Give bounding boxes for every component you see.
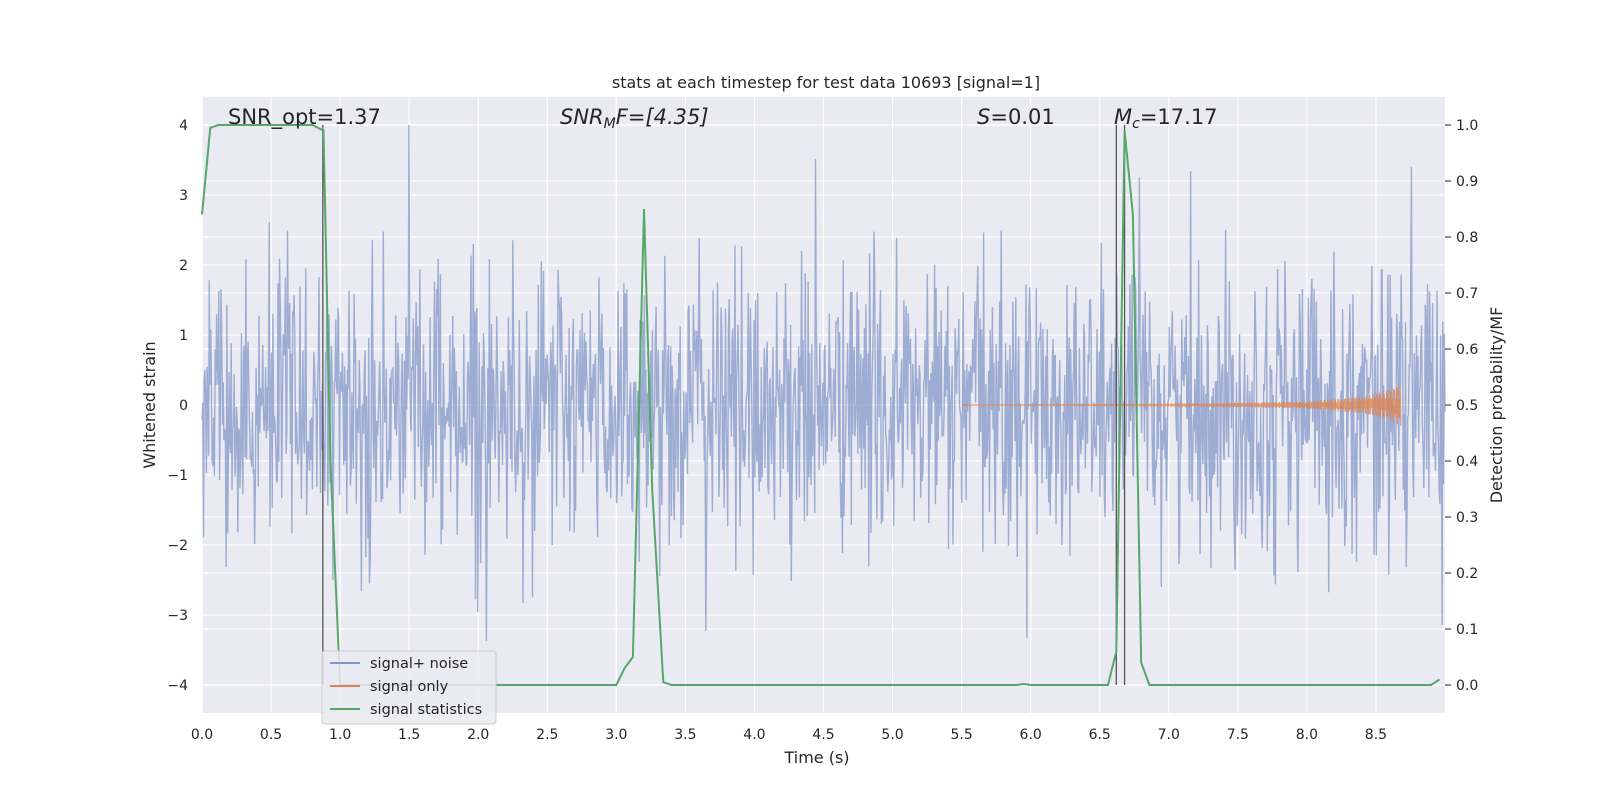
x-tick-label: 5.5 xyxy=(950,727,972,743)
annotation-snr-opt: SNR_opt=1.37 xyxy=(228,105,381,130)
x-tick-label: 1.5 xyxy=(398,727,420,743)
x-tick-label: 0.0 xyxy=(191,727,213,743)
x-tick-label: 7.5 xyxy=(1227,727,1249,743)
legend-label-signal: signal only xyxy=(370,679,449,695)
annotation-snr-mf: SNRMF=[4.35] xyxy=(560,105,709,132)
y2-tick-label: 0.3 xyxy=(1456,510,1478,526)
legend-box xyxy=(321,650,497,725)
y-tick-label: 2 xyxy=(179,258,188,274)
x-tick-label: 4.0 xyxy=(743,727,765,743)
signal-trace xyxy=(961,385,1402,427)
y-tick-label: 0 xyxy=(179,398,188,414)
annotation-mc: Mc=17.17 xyxy=(1114,105,1218,132)
y2-tick-label: 0.5 xyxy=(1456,398,1478,414)
y-tick-label: 1 xyxy=(179,328,188,344)
x-tick-label: 6.5 xyxy=(1089,727,1111,743)
x-tick-label: 3.5 xyxy=(674,727,696,743)
y-tick-label: −1 xyxy=(167,468,188,484)
legend-label-noise: signal+ noise xyxy=(370,656,468,672)
y-tick-labels: 4 3 2 1 0 −1 −2 −3 −4 xyxy=(167,118,188,694)
y-tick-label: 3 xyxy=(179,188,188,204)
y2-tick-label: 1.0 xyxy=(1456,118,1478,134)
x-tick-label: 1.0 xyxy=(329,727,351,743)
x-tick-label: 6.0 xyxy=(1020,727,1042,743)
y2-axis-label: Detection probability/MF xyxy=(1487,307,1506,504)
x-tick-label: 7.0 xyxy=(1158,727,1180,743)
y-tick-label: −2 xyxy=(167,538,188,554)
x-axis-label: Time (s) xyxy=(783,748,849,767)
statistics-line xyxy=(201,124,1441,686)
y2-tick-label: 0.0 xyxy=(1456,678,1478,694)
y-tick-label: 4 xyxy=(179,118,188,134)
series-signal-statistics xyxy=(201,124,1441,686)
y2-tick-label: 0.1 xyxy=(1456,622,1478,638)
x-tick-label: 2.5 xyxy=(536,727,558,743)
series-signal-only xyxy=(961,385,1402,427)
noise-trace xyxy=(201,124,1446,642)
x-tick-label: 2.0 xyxy=(467,727,489,743)
x-tick-label: 8.0 xyxy=(1296,727,1318,743)
y-tick-label: −3 xyxy=(167,608,188,624)
y-axis-label: Whitened strain xyxy=(140,341,159,468)
y2-tick-label: 0.4 xyxy=(1456,454,1478,470)
x-tick-label: 0.5 xyxy=(260,727,282,743)
x-tick-label: 5.0 xyxy=(881,727,903,743)
y2-tick-label: 0.6 xyxy=(1456,342,1478,358)
y2-tick-label: 0.7 xyxy=(1456,286,1478,302)
y-tick-label: −4 xyxy=(167,678,188,694)
x-tick-label: 4.5 xyxy=(812,727,834,743)
legend: signal+ noise signal only signal statist… xyxy=(321,650,497,725)
chart-title: stats at each timestep for test data 106… xyxy=(612,73,1040,92)
legend-label-stats: signal statistics xyxy=(370,702,482,718)
x-tick-labels: 0.0 0.5 1.0 1.5 2.0 2.5 3.0 3.5 4.0 4.5 5.0 5.5 6.0 6… xyxy=(191,727,1387,743)
x-tick-label: 3.0 xyxy=(605,727,627,743)
series-signal-noise xyxy=(201,124,1446,642)
y2-tick-label: 0.8 xyxy=(1456,230,1478,246)
y2-tick-label: 0.9 xyxy=(1456,174,1478,190)
x-tick-label: 8.5 xyxy=(1365,727,1387,743)
y2-tick-labels: 1.0 0.9 0.8 0.7 0.6 0.5 0.4 0.3 0.2 0.1 0.0 xyxy=(1445,118,1478,694)
annotation-s: S=0.01 xyxy=(977,105,1055,129)
y2-tick-label: 0.2 xyxy=(1456,566,1478,582)
